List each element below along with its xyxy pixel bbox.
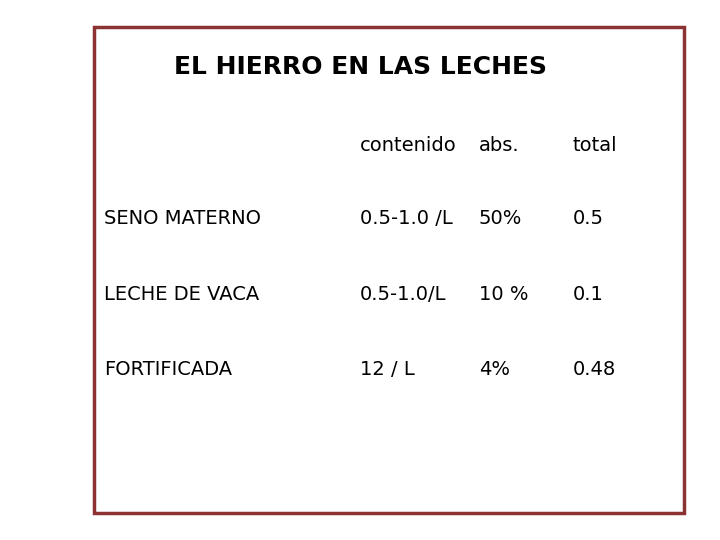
Text: 0.5-1.0 /L: 0.5-1.0 /L (360, 209, 453, 228)
Text: EL HIERRO EN LAS LECHES: EL HIERRO EN LAS LECHES (174, 56, 546, 79)
Text: 10 %: 10 % (479, 285, 528, 304)
Text: 0.5-1.0/L: 0.5-1.0/L (360, 285, 446, 304)
Text: 50%: 50% (479, 209, 522, 228)
Text: 0.5: 0.5 (572, 209, 603, 228)
Text: SENO MATERNO: SENO MATERNO (104, 209, 261, 228)
Text: LECHE DE VACA: LECHE DE VACA (104, 285, 260, 304)
Text: 4%: 4% (479, 360, 510, 380)
Text: abs.: abs. (479, 136, 519, 156)
Text: 0.48: 0.48 (572, 360, 616, 380)
Text: FORTIFICADA: FORTIFICADA (104, 360, 233, 380)
Text: 0.1: 0.1 (572, 285, 603, 304)
Text: total: total (572, 136, 617, 156)
Bar (94, 27, 684, 513)
Text: 12 / L: 12 / L (360, 360, 415, 380)
Text: contenido: contenido (360, 136, 456, 156)
